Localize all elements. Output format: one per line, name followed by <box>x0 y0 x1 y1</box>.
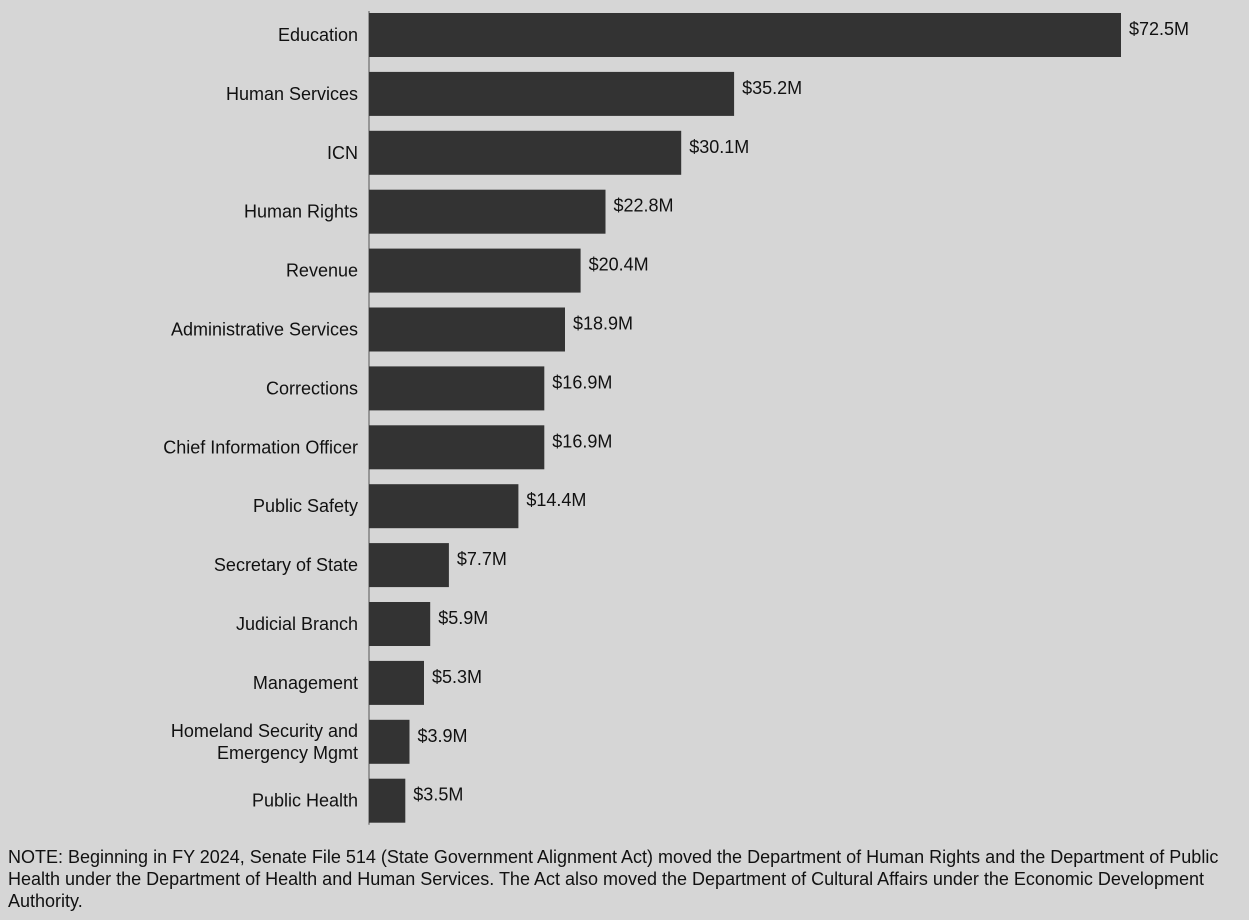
data-label: $30.1M <box>689 137 749 157</box>
category-label: Corrections <box>266 378 358 398</box>
bar <box>369 778 406 823</box>
data-label: $18.9M <box>573 314 633 334</box>
bar <box>369 189 606 234</box>
category-label: Education <box>278 25 358 45</box>
category-label: Public Safety <box>253 496 358 516</box>
bar <box>369 425 545 470</box>
data-label: $35.2M <box>742 78 802 98</box>
bar <box>369 660 424 705</box>
bar <box>369 366 545 411</box>
bar <box>369 248 581 293</box>
category-label: Human Services <box>226 84 358 104</box>
data-label: $16.9M <box>552 431 612 451</box>
data-label: $5.9M <box>438 608 488 628</box>
data-label: $16.9M <box>552 372 612 392</box>
category-label: Administrative Services <box>171 320 358 340</box>
data-label: $22.8M <box>614 196 674 216</box>
bar <box>369 719 410 764</box>
bar <box>369 307 565 352</box>
bar <box>369 130 682 175</box>
data-label: $72.5M <box>1129 19 1189 39</box>
category-label: ICN <box>327 143 358 163</box>
bar-chart: $72.5M Education $35.2M Human Services $30.1… <box>163 11 1189 825</box>
data-label: $5.3M <box>432 667 482 687</box>
data-label: $14.4M <box>526 490 586 510</box>
category-label: Human Rights <box>244 202 358 222</box>
bar <box>369 13 1121 57</box>
bar <box>369 543 449 588</box>
category-label: Management <box>253 673 358 693</box>
footnote: NOTE: Beginning in FY 2024, Senate File … <box>8 847 1219 911</box>
category-label: Secretary of State <box>214 555 358 575</box>
category-label: Homeland Security and Emergency Mgmt <box>171 721 358 763</box>
data-label: $20.4M <box>589 255 649 275</box>
category-label: Revenue <box>286 261 358 281</box>
data-label: $7.7M <box>457 549 507 569</box>
bar <box>369 484 519 529</box>
data-label: $3.9M <box>418 726 468 746</box>
category-label: Chief Information Officer <box>163 437 358 457</box>
data-label: $3.5M <box>413 785 463 805</box>
bar <box>369 602 431 646</box>
category-label: Judicial Branch <box>236 614 358 634</box>
bar <box>369 71 735 116</box>
category-label: Public Health <box>252 791 358 811</box>
